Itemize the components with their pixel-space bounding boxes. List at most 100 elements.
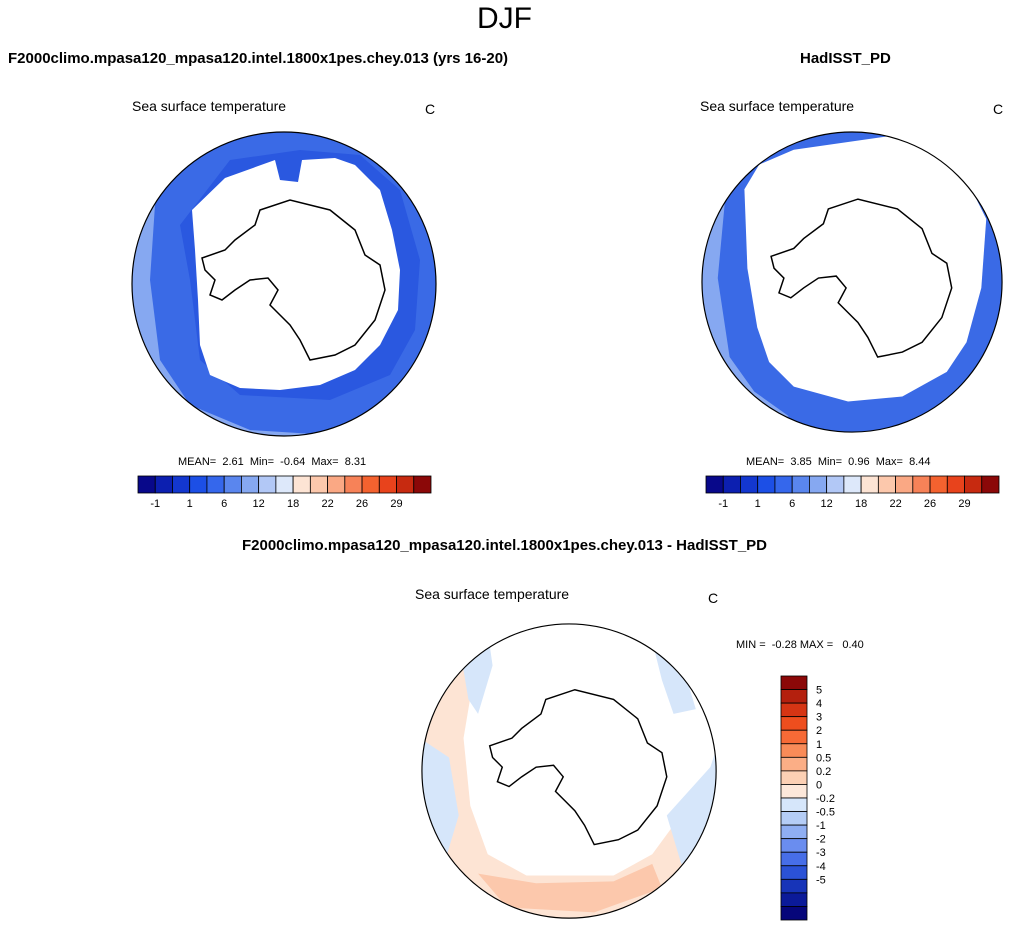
min-value: -0.64 [280,456,306,468]
obs-polar-map [701,131,1003,433]
colorbar-swatch [722,475,741,494]
colorbar-swatch [740,475,759,494]
map-boundary [701,131,1003,433]
negative-anomaly-region [652,641,696,714]
colorbar-swatch [780,702,808,718]
colorbar-tick-label: 2 [816,725,822,737]
colorbar-swatch [929,475,948,494]
model-field-label: Sea surface temperature [132,98,287,114]
colorbar-tick-label: -2 [816,834,826,846]
map-boundary [131,131,437,437]
colorbar-tick-label: 29 [958,498,970,510]
colorbar-swatch [780,892,808,907]
colorbar-swatch [309,475,328,494]
colorbar-swatch [826,475,845,494]
max-value: 8.44 [909,456,931,468]
colorbar-tick-label: 6 [221,498,227,510]
colorbar-swatch [780,784,808,799]
colorbar-tick-label: -0.5 [816,807,835,819]
colorbar-swatch [791,475,810,494]
colorbar-tick-label: 1 [187,498,193,510]
max-label: Max= [311,456,339,468]
colorbar-tick-label: 26 [356,498,368,510]
colorbar-tick-label: 0 [816,779,822,791]
colorbar-swatch [780,824,808,840]
colorbar-swatch [780,865,808,880]
colorbar-swatch [137,475,156,494]
colorbar-swatch [258,475,277,494]
obs-field-label: Sea surface temperature [700,98,855,114]
colorbar-swatch [912,475,931,494]
colorbar-swatch [860,475,879,494]
colorbar-swatch [780,729,808,745]
colorbar-tick-label: 4 [816,698,822,710]
colorbar-swatch [780,906,808,921]
colorbar-swatch [705,475,724,494]
colorbar-tick-label: 12 [821,498,833,510]
colorbar-swatch [189,475,208,494]
colorbar-swatch [154,475,173,494]
diff-minmax: MIN = -0.28 MAX = 0.40 [736,639,864,651]
season-title: DJF [477,2,532,35]
colorbar-swatch [780,851,808,867]
colorbar-tick-label: 12 [253,498,265,510]
min-value: 0.96 [848,456,870,468]
mean-label: MEAN= [178,456,217,468]
colorbar-swatch [780,878,808,894]
colorbar-swatch [895,475,914,494]
diff-colorbar: 54 32 10.5 0.20 -0.2 -0.5-1 -2-3 -4-5 [780,675,835,921]
colorbar-tick-label: 29 [390,498,402,510]
colorbar-tick-label: -1 [150,498,160,510]
diff-units: C [708,590,719,606]
colorbar-swatch [396,475,415,494]
colorbar-tick-label: 0.5 [816,752,831,764]
colorbar-tick-label: -1 [816,820,826,832]
colorbar-swatch [361,475,380,494]
colorbar-swatch [206,475,225,494]
colorbar-swatch [172,475,191,494]
colorbar-swatch [780,689,808,704]
colorbar-swatch [780,756,808,772]
colorbar-tick-label: 26 [924,498,936,510]
colorbar-swatch [843,475,862,494]
colorbar-tick-label: 18 [855,498,867,510]
mean-value: 3.85 [790,456,812,468]
colorbar-swatch [780,743,808,758]
colorbar-swatch [981,475,1000,494]
obs-units: C [993,101,1004,117]
max-label: Max= [875,456,903,468]
colorbar-swatch [780,675,808,690]
colorbar-swatch [946,475,965,494]
colorbar-swatch [275,475,294,494]
min-label: Min= [249,456,275,468]
antarctica-coastline [770,198,953,358]
model-polar-map [131,131,437,437]
antarctica-coastline [488,688,668,846]
diff-field-label: Sea surface temperature [415,586,570,602]
colorbar-swatch [344,475,363,494]
colorbar-swatch [378,475,397,494]
model-case-title: F2000climo.mpasa120_mpasa120.intel.1800x… [8,50,509,67]
min-label: Min= [817,456,843,468]
colorbar-tick-label: -4 [816,861,826,873]
colorbar-tick-label: -1 [718,498,728,510]
colorbar-tick-label: 18 [287,498,299,510]
max-value: 8.31 [344,456,367,468]
diff-polar-map [421,623,717,919]
colorbar-swatch [877,475,896,494]
colorbar-tick-label: 1 [816,739,822,751]
colorbar-swatch [780,716,808,731]
colorbar-tick-label: -3 [816,847,826,859]
model-colorbar: -1 1 6 12 18 22 26 29 [137,475,432,510]
colorbar-tick-label: 0.2 [816,766,831,778]
colorbar-swatch [241,475,260,494]
colorbar-swatch [327,475,346,494]
colorbar-swatch [809,475,828,494]
colorbar-tick-label: 22 [321,498,333,510]
colorbar-swatch [774,475,793,494]
colorbar-swatch [780,770,808,785]
colorbar-tick-label: 6 [789,498,795,510]
mean-label: MEAN= [746,456,785,468]
colorbar-swatch [780,811,808,826]
colorbar-tick-label: 1 [755,498,761,510]
